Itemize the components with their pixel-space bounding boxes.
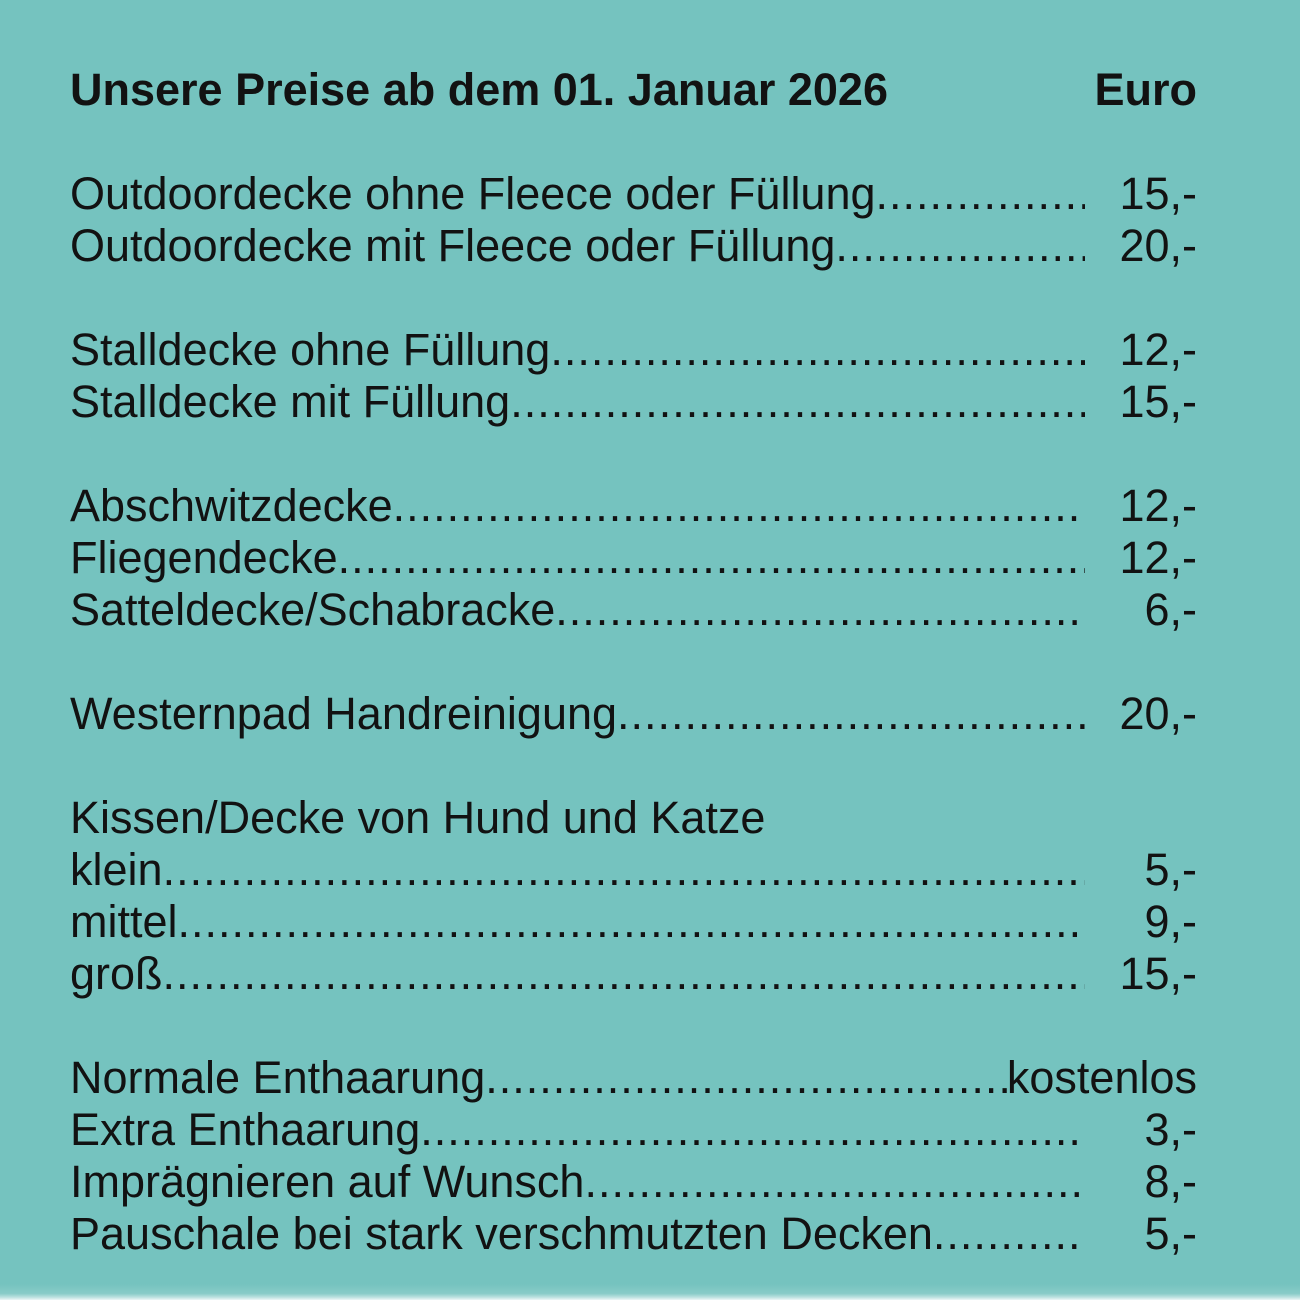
group-heading-label: Kissen/Decke von Hund und Katze — [70, 792, 766, 843]
item-label: Stalldecke mit Füllung — [70, 376, 511, 427]
price-row: mittel 9,- — [70, 896, 1197, 948]
item-label: Satteldecke/Schabracke — [70, 584, 556, 635]
item-label: Imprägnieren auf Wunsch — [70, 1156, 585, 1207]
dot-leader — [163, 844, 1085, 896]
dot-leader — [835, 220, 1085, 272]
item-price: 3,- — [1144, 1104, 1197, 1155]
price-group: Abschwitzdecke12,-Fliegendecke12,-Sattel… — [70, 480, 1197, 636]
item-price: 8,- — [1144, 1156, 1197, 1207]
price-row: Outdoordecke ohne Fleece oder Füllung 15,… — [70, 168, 1197, 220]
dot-leader — [617, 688, 1085, 740]
price-group: Outdoordecke ohne Fleece oder Füllung 15,… — [70, 168, 1197, 272]
dot-leader — [876, 168, 1085, 220]
dot-leader — [420, 1104, 1085, 1156]
item-price: 12,- — [1119, 532, 1197, 583]
item-price: 12,- — [1119, 480, 1197, 531]
item-price: kostenlos — [1006, 1052, 1197, 1103]
item-price: 9,- — [1144, 896, 1197, 947]
item-label: Outdoordecke ohne Fleece oder Füllung — [70, 168, 876, 219]
item-label: Abschwitzdecke — [70, 480, 393, 531]
item-label: Pauschale bei stark verschmutzten Decken — [70, 1208, 933, 1259]
item-label: Normale Enthaarung — [70, 1052, 486, 1103]
item-label: klein — [70, 844, 163, 895]
page-title: Unsere Preise ab dem 01. Januar 2026 — [70, 64, 888, 115]
price-row: Pauschale bei stark verschmutzten Decken… — [70, 1208, 1197, 1260]
dot-leader — [584, 1156, 1085, 1208]
item-price: 15,- — [1119, 948, 1197, 999]
item-label: Outdoordecke mit Fleece oder Füllung — [70, 220, 836, 271]
currency-column-header: Euro — [1094, 64, 1197, 115]
group-heading-row: Kissen/Decke von Hund und Katze — [70, 792, 1197, 844]
item-price: 15,- — [1119, 376, 1197, 427]
dot-leader — [163, 948, 1085, 1000]
item-label: Stalldecke ohne Füllung — [70, 324, 551, 375]
dot-leader — [555, 584, 1085, 636]
price-list: Outdoordecke ohne Fleece oder Füllung 15,… — [70, 168, 1197, 1260]
item-price: 5,- — [1144, 1208, 1197, 1259]
item-price: 20,- — [1119, 220, 1197, 271]
dot-leader — [485, 1052, 1007, 1104]
price-row: Extra Enthaarung 3,- — [70, 1104, 1197, 1156]
price-row: groß 15,- — [70, 948, 1197, 1000]
bottom-edge-artifact — [0, 1284, 1300, 1300]
item-label: groß — [70, 948, 163, 999]
price-row: klein 5,- — [70, 844, 1197, 896]
price-row: Abschwitzdecke 12,- — [70, 480, 1197, 532]
item-label: Westernpad Handreinigung — [70, 688, 618, 739]
price-row: Westernpad Handreinigung 20,- — [70, 688, 1197, 740]
price-group: Stalldecke ohne Füllung12,-Stalldecke mi… — [70, 324, 1197, 428]
price-row: Satteldecke/Schabracke 6,- — [70, 584, 1197, 636]
price-row: Imprägnieren auf Wunsch 8,- — [70, 1156, 1197, 1208]
item-price: 6,- — [1144, 584, 1197, 635]
item-label: Fliegendecke — [70, 532, 338, 583]
dot-leader — [178, 896, 1085, 948]
item-label: mittel — [70, 896, 178, 947]
price-row: Normale Enthaarung kostenlos — [70, 1052, 1197, 1104]
price-row: Outdoordecke mit Fleece oder Füllung 20,- — [70, 220, 1197, 272]
price-group: Westernpad Handreinigung 20,- — [70, 688, 1197, 740]
dot-leader — [933, 1208, 1085, 1260]
price-row: Stalldecke ohne Füllung 12,- — [70, 324, 1197, 376]
price-group: Kissen/Decke von Hund und Katzeklein5,-m… — [70, 792, 1197, 1000]
item-price: 20,- — [1119, 688, 1197, 739]
dot-leader — [510, 376, 1085, 428]
item-label: Extra Enthaarung — [70, 1104, 421, 1155]
item-price: 12,- — [1119, 324, 1197, 375]
price-row: Stalldecke mit Füllung 15,- — [70, 376, 1197, 428]
page-header: Unsere Preise ab dem 01. Januar 2026 Eur… — [70, 64, 1197, 116]
dot-leader — [550, 324, 1085, 376]
dot-leader — [393, 480, 1085, 532]
dot-leader — [338, 532, 1085, 584]
item-price: 5,- — [1144, 844, 1197, 895]
price-group: Normale EnthaarungkostenlosExtra Enthaar… — [70, 1052, 1197, 1260]
item-price: 15,- — [1119, 168, 1197, 219]
price-row: Fliegendecke 12,- — [70, 532, 1197, 584]
